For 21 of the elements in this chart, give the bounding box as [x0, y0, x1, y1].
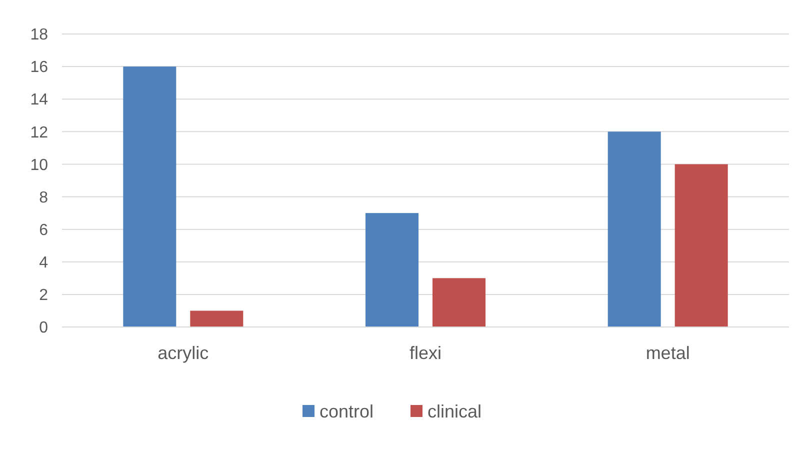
bar	[608, 132, 661, 327]
y-tick-label: 16	[30, 59, 48, 76]
y-tick-label: 2	[39, 287, 48, 304]
y-tick-label: 18	[30, 26, 48, 44]
x-tick-label: acrylic	[158, 343, 209, 363]
bar	[432, 278, 486, 327]
x-tick-label: metal	[646, 343, 690, 363]
legend-label: clinical	[428, 401, 482, 422]
y-tick-label: 10	[30, 156, 48, 174]
y-tick-label: 8	[39, 189, 48, 206]
bar	[674, 164, 728, 327]
y-tick-label: 4	[39, 254, 48, 272]
y-tick-label: 0	[39, 320, 48, 337]
y-tick-label: 12	[30, 124, 48, 142]
y-tick-label: 6	[39, 222, 48, 239]
legend-label: control	[320, 401, 374, 422]
bar	[123, 66, 176, 327]
bar	[366, 213, 418, 327]
bar	[190, 310, 244, 327]
x-tick-label: flexi	[409, 343, 442, 363]
y-tick-label: 14	[30, 92, 48, 109]
